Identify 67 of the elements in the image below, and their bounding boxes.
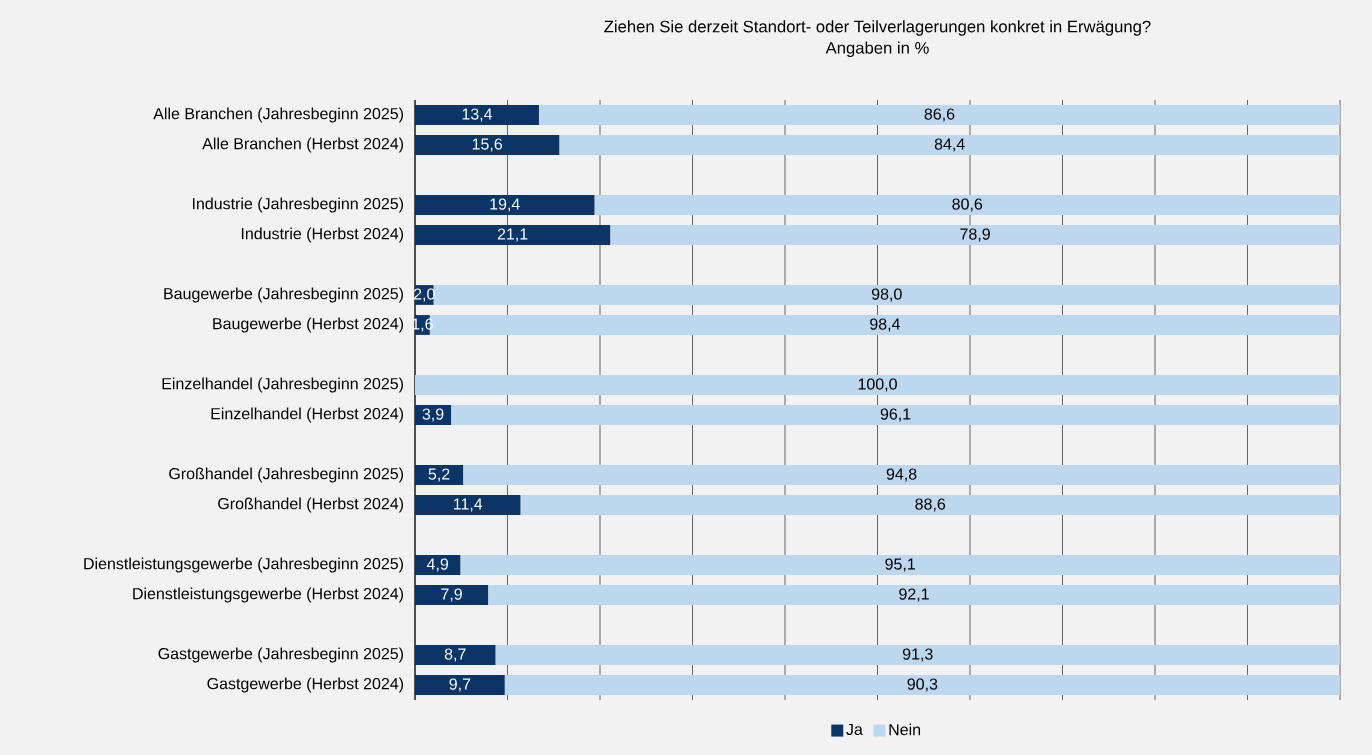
- data-label: 19,4: [490, 198, 520, 212]
- bar: [415, 405, 452, 425]
- y-tick-label: Großhandel (Jahresbeginn 2025): [169, 467, 404, 483]
- data-label: 4,9: [426, 558, 449, 572]
- bar: [415, 675, 505, 695]
- bar: [559, 135, 1340, 155]
- bar: [415, 465, 464, 485]
- y-tick-label: Industrie (Herbst 2024): [241, 227, 404, 243]
- bar: [415, 375, 1340, 395]
- bar: [415, 495, 521, 515]
- chart-title: Ziehen Sie derzeit Standort- oder Teilverlagerungen konkret in Erwägung?: [604, 20, 1151, 36]
- y-tick-label: Dienstleistungsgewerbe (Jahresbeginn 2025): [84, 557, 403, 573]
- y-tick-label: Einzelhandel (Jahresbeginn 2025): [162, 377, 403, 393]
- y-tick-label: Großhandel (Herbst 2024): [218, 497, 404, 513]
- data-label: 96,1: [880, 408, 911, 422]
- bar: [415, 555, 461, 575]
- legend-label: Ja: [846, 723, 863, 736]
- data-label: 78,9: [960, 228, 990, 242]
- data-label: 13,4: [462, 108, 493, 122]
- data-label: 5,2: [428, 468, 450, 482]
- bar: [538, 105, 1340, 125]
- y-tick-label: Baugewerbe (Jahresbeginn 2025): [164, 287, 403, 303]
- bar: [520, 495, 1340, 515]
- chart-subtitle: Angaben in %: [825, 41, 929, 58]
- bar: [460, 555, 1340, 575]
- data-label: 91,3: [902, 648, 933, 662]
- data-label: 9,7: [449, 678, 471, 692]
- y-tick-label: Alle Branchen (Jahresbeginn 2025): [153, 107, 404, 123]
- y-tick-label: Gastgewerbe (Jahresbeginn 2025): [158, 647, 404, 663]
- data-label: 90,3: [907, 678, 938, 692]
- data-label: 98,0: [871, 288, 902, 302]
- bar: [415, 135, 560, 155]
- data-label: 92,1: [899, 588, 929, 602]
- bar: [415, 645, 496, 665]
- y-tick-label: Industrie (Jahresbeginn 2025): [192, 197, 404, 213]
- y-tick-label: Gastgewerbe (Herbst 2024): [207, 677, 404, 693]
- bar: [415, 225, 611, 245]
- legend-label: Nein: [889, 723, 921, 736]
- y-tick-label: Dienstleistungsgewerbe (Herbst 2024): [133, 587, 404, 603]
- y-tick-label: Alle Branchen (Herbst 2024): [202, 137, 404, 153]
- bar: [433, 285, 1340, 305]
- data-label: 21,1: [497, 228, 528, 242]
- data-label: 15,6: [472, 138, 503, 152]
- data-label: 11,4: [453, 498, 483, 512]
- data-label: 100,0: [858, 378, 897, 392]
- bar: [415, 585, 489, 605]
- bar: [594, 195, 1340, 215]
- bar: [610, 225, 1340, 245]
- data-label: 3,9: [422, 408, 444, 422]
- data-label: 95,1: [885, 558, 915, 572]
- data-label: 80,6: [952, 198, 983, 212]
- data-label: 8,7: [444, 648, 466, 662]
- data-label: 86,6: [924, 108, 955, 122]
- bar: [504, 675, 1340, 695]
- bar: [488, 585, 1340, 605]
- data-label: 7,9: [441, 588, 462, 602]
- y-tick-label: Baugewerbe (Herbst 2024): [213, 317, 404, 333]
- bar: [495, 645, 1340, 665]
- bar: [451, 405, 1340, 425]
- data-label: 94,8: [886, 468, 917, 482]
- y-tick-label: Einzelhandel (Herbst 2024): [211, 407, 404, 423]
- data-label: 88,6: [915, 498, 946, 512]
- bar: [415, 105, 539, 125]
- bar: [463, 465, 1340, 485]
- data-label: 98,4: [870, 318, 900, 332]
- data-label: 84,4: [934, 138, 965, 152]
- bar: [415, 195, 595, 215]
